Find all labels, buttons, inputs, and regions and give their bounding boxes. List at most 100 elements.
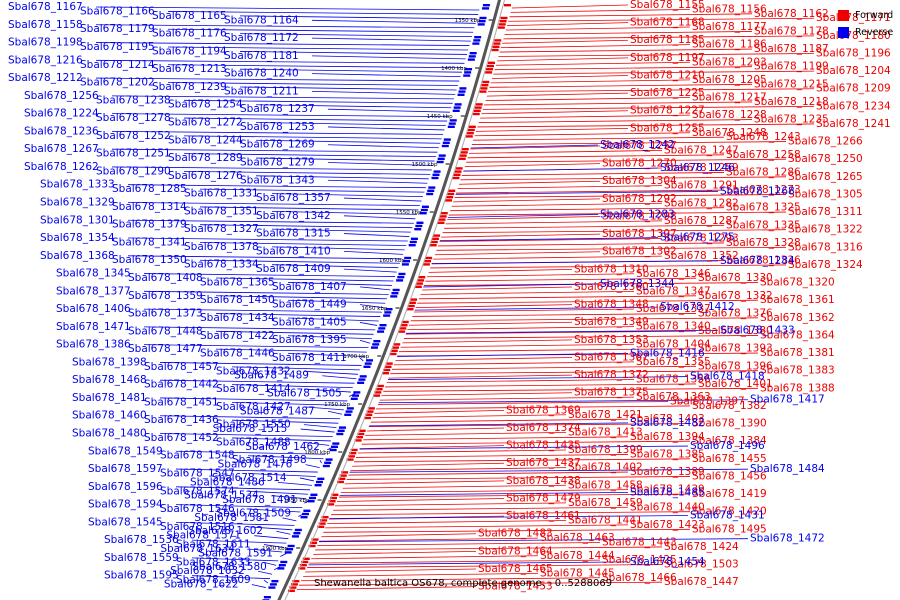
reverse-gene-label[interactable]: Sbal678_1195 — [80, 41, 155, 53]
forward-gene-label[interactable]: Sbal678_1304 — [602, 175, 677, 187]
forward-gene-label[interactable]: Sbal678_1424 — [664, 541, 739, 553]
forward-gene-label[interactable]: Sbal678_1273 — [726, 184, 801, 196]
forward-gene-label[interactable]: Sbal678_1394 — [630, 431, 705, 443]
forward-gene-label[interactable]: Sbal678_1282 — [664, 197, 739, 209]
reverse-gene-label[interactable]: Sbal678_1516 — [160, 521, 235, 533]
reverse-gene-label[interactable]: Sbal678_1410 — [256, 245, 331, 257]
reverse-gene-label[interactable]: Sbal678_1176 — [152, 28, 227, 40]
reverse-gene-label[interactable]: Sbal678_1269 — [240, 139, 315, 151]
reverse-gene-label[interactable]: Sbal678_1365 — [200, 276, 275, 288]
reverse-gene-label[interactable]: Sbal678_1240 — [224, 68, 299, 80]
reverse-gene-label[interactable]: Sbal678_1379 — [112, 219, 187, 231]
reverse-gene-label[interactable]: Sbal678_1212 — [8, 72, 83, 84]
reverse-gene-label[interactable]: Sbal678_1548 — [160, 450, 235, 462]
reverse-gene-label[interactable]: Sbal678_1351 — [184, 205, 259, 217]
reverse-gene-label[interactable]: Sbal678_1342 — [256, 210, 331, 222]
forward-gene-label[interactable]: Sbal678_1218 — [754, 96, 829, 108]
reverse-gene-label[interactable]: Sbal678_1602 — [188, 525, 263, 537]
forward-gene-label[interactable]: Sbal678_1197 — [630, 52, 705, 64]
forward-gene-label[interactable]: Sbal678_1210 — [630, 69, 705, 81]
forward-gene-label[interactable]: Sbal678_1399 — [568, 444, 643, 456]
forward-gene-label[interactable]: Sbal678_1363 — [636, 391, 711, 403]
forward-gene-label[interactable]: Sbal678_1199 — [754, 61, 829, 73]
reverse-gene-label[interactable]: Sbal678_1446 — [200, 348, 275, 360]
reverse-gene-label[interactable]: Sbal678_1198 — [8, 37, 83, 49]
forward-gene-label[interactable]: Sbal678_1247 — [664, 144, 739, 156]
reverse-gene-label[interactable]: Sbal678_1359 — [128, 290, 203, 302]
reverse-gene-label[interactable]: Sbal678_1344 — [600, 278, 675, 290]
reverse-gene-label[interactable]: Sbal678_1480 — [72, 428, 147, 440]
reverse-gene-label[interactable]: Sbal678_1167 — [8, 1, 83, 13]
reverse-gene-label[interactable]: Sbal678_1422 — [200, 330, 275, 342]
reverse-gene-label[interactable]: Sbal678_1301 — [40, 214, 115, 226]
reverse-gene-label[interactable]: Sbal678_1262 — [24, 161, 99, 173]
forward-gene-label[interactable]: Sbal678_1349 — [574, 316, 649, 328]
reverse-gene-label[interactable]: Sbal678_1468 — [72, 374, 147, 386]
forward-gene-label[interactable]: Sbal678_1402 — [568, 462, 643, 474]
forward-gene-label[interactable]: Sbal678_1155 — [630, 0, 705, 11]
reverse-gene-label[interactable]: Sbal678_1405 — [272, 316, 347, 328]
reverse-gene-label[interactable]: Sbal678_1431 — [690, 510, 765, 522]
reverse-gene-label[interactable]: Sbal678_1279 — [240, 156, 315, 168]
forward-gene-label[interactable]: Sbal678_1265 — [788, 171, 863, 183]
forward-gene-label[interactable]: Sbal678_1204 — [816, 65, 891, 77]
forward-gene-label[interactable]: Sbal678_1360 — [574, 281, 649, 293]
reverse-gene-label[interactable]: Sbal678_1327 — [184, 223, 259, 235]
reverse-gene-label[interactable]: Sbal678_1411 — [272, 352, 347, 364]
forward-gene-label[interactable]: Sbal678_1372 — [574, 369, 649, 381]
reverse-gene-label[interactable]: Sbal678_1536 — [104, 534, 179, 546]
forward-gene-label[interactable]: Sbal678_1389 — [630, 466, 705, 478]
forward-gene-label[interactable]: Sbal678_1443 — [602, 537, 677, 549]
forward-gene-label[interactable]: Sbal678_1390 — [692, 418, 767, 430]
forward-gene-label[interactable]: Sbal678_1250 — [788, 153, 863, 165]
reverse-gene-label[interactable]: Sbal678_1452 — [144, 432, 219, 444]
reverse-gene-label[interactable]: Sbal678_1434 — [200, 312, 275, 324]
reverse-gene-label[interactable]: Sbal678_1436 — [144, 414, 219, 426]
forward-gene-label[interactable]: Sbal678_1381 — [760, 347, 835, 359]
reverse-gene-label[interactable]: Sbal678_1491 — [222, 494, 297, 506]
forward-gene-label[interactable]: Sbal678_1445 — [540, 567, 615, 579]
forward-gene-label[interactable]: Sbal678_1384 — [692, 435, 767, 447]
reverse-gene-label[interactable]: Sbal678_1377 — [56, 285, 131, 297]
forward-gene-label[interactable]: Sbal678_1320 — [760, 277, 835, 289]
forward-gene-label[interactable]: Sbal678_1180 — [816, 30, 891, 42]
reverse-gene-label[interactable]: Sbal678_1488 — [216, 436, 291, 448]
reverse-gene-label[interactable]: Sbal678_1333 — [40, 179, 115, 191]
forward-gene-label[interactable]: Sbal678_1336 — [726, 255, 801, 267]
reverse-gene-label[interactable]: Sbal678_1574 — [160, 485, 235, 497]
reverse-gene-label[interactable]: Sbal678_1290 — [96, 165, 171, 177]
reverse-gene-label[interactable]: Sbal678_1417 — [750, 394, 825, 406]
reverse-gene-label[interactable]: Sbal678_1179 — [80, 23, 155, 35]
forward-gene-label[interactable]: Sbal678_1255 — [630, 122, 705, 134]
reverse-gene-label[interactable]: Sbal678_1331 — [184, 188, 259, 200]
forward-gene-label[interactable]: Sbal678_1441 — [568, 515, 643, 527]
forward-gene-label[interactable]: Sbal678_1162 — [754, 8, 829, 20]
reverse-gene-label[interactable]: Sbal678_1580 — [192, 561, 267, 573]
forward-gene-label[interactable]: Sbal678_1447 — [664, 576, 739, 588]
reverse-gene-label[interactable]: Sbal678_1289 — [168, 152, 243, 164]
reverse-gene-label[interactable]: Sbal678_1515 — [213, 423, 288, 435]
forward-gene-label[interactable]: Sbal678_1227 — [630, 105, 705, 117]
reverse-gene-label[interactable]: Sbal678_1164 — [224, 14, 299, 26]
forward-gene-label[interactable]: Sbal678_1456 — [692, 470, 767, 482]
forward-gene-label[interactable]: Sbal678_1438 — [506, 475, 581, 487]
reverse-gene-label[interactable]: Sbal678_1216 — [8, 54, 83, 66]
reverse-gene-label[interactable]: Sbal678_1451 — [144, 396, 219, 408]
reverse-gene-label[interactable]: Sbal678_1166 — [80, 5, 155, 17]
forward-gene-label[interactable]: Sbal678_1310 — [574, 263, 649, 275]
forward-gene-label[interactable]: Sbal678_1293 — [664, 233, 739, 245]
reverse-gene-label[interactable]: Sbal678_1496 — [690, 440, 765, 452]
forward-gene-label[interactable]: Sbal678_1248 — [692, 127, 767, 139]
forward-gene-label[interactable]: Sbal678_1440 — [630, 501, 705, 513]
reverse-gene-label[interactable]: Sbal678_1416 — [630, 347, 705, 359]
reverse-gene-label[interactable]: Sbal678_1314 — [112, 201, 187, 213]
reverse-gene-label[interactable]: Sbal678_1476 — [218, 459, 293, 471]
reverse-gene-label[interactable]: Sbal678_1275 — [660, 232, 735, 244]
reverse-gene-label[interactable]: Sbal678_1354 — [40, 232, 115, 244]
reverse-gene-label[interactable]: Sbal678_1238 — [96, 94, 171, 106]
forward-gene-label[interactable]: Sbal678_1258 — [726, 149, 801, 161]
reverse-gene-label[interactable]: Sbal678_1482 — [630, 417, 705, 429]
reverse-gene-label[interactable]: Sbal678_1486 — [190, 476, 265, 488]
reverse-gene-label[interactable]: Sbal678_1165 — [152, 10, 227, 22]
reverse-gene-label[interactable]: Sbal678_1345 — [56, 268, 131, 280]
